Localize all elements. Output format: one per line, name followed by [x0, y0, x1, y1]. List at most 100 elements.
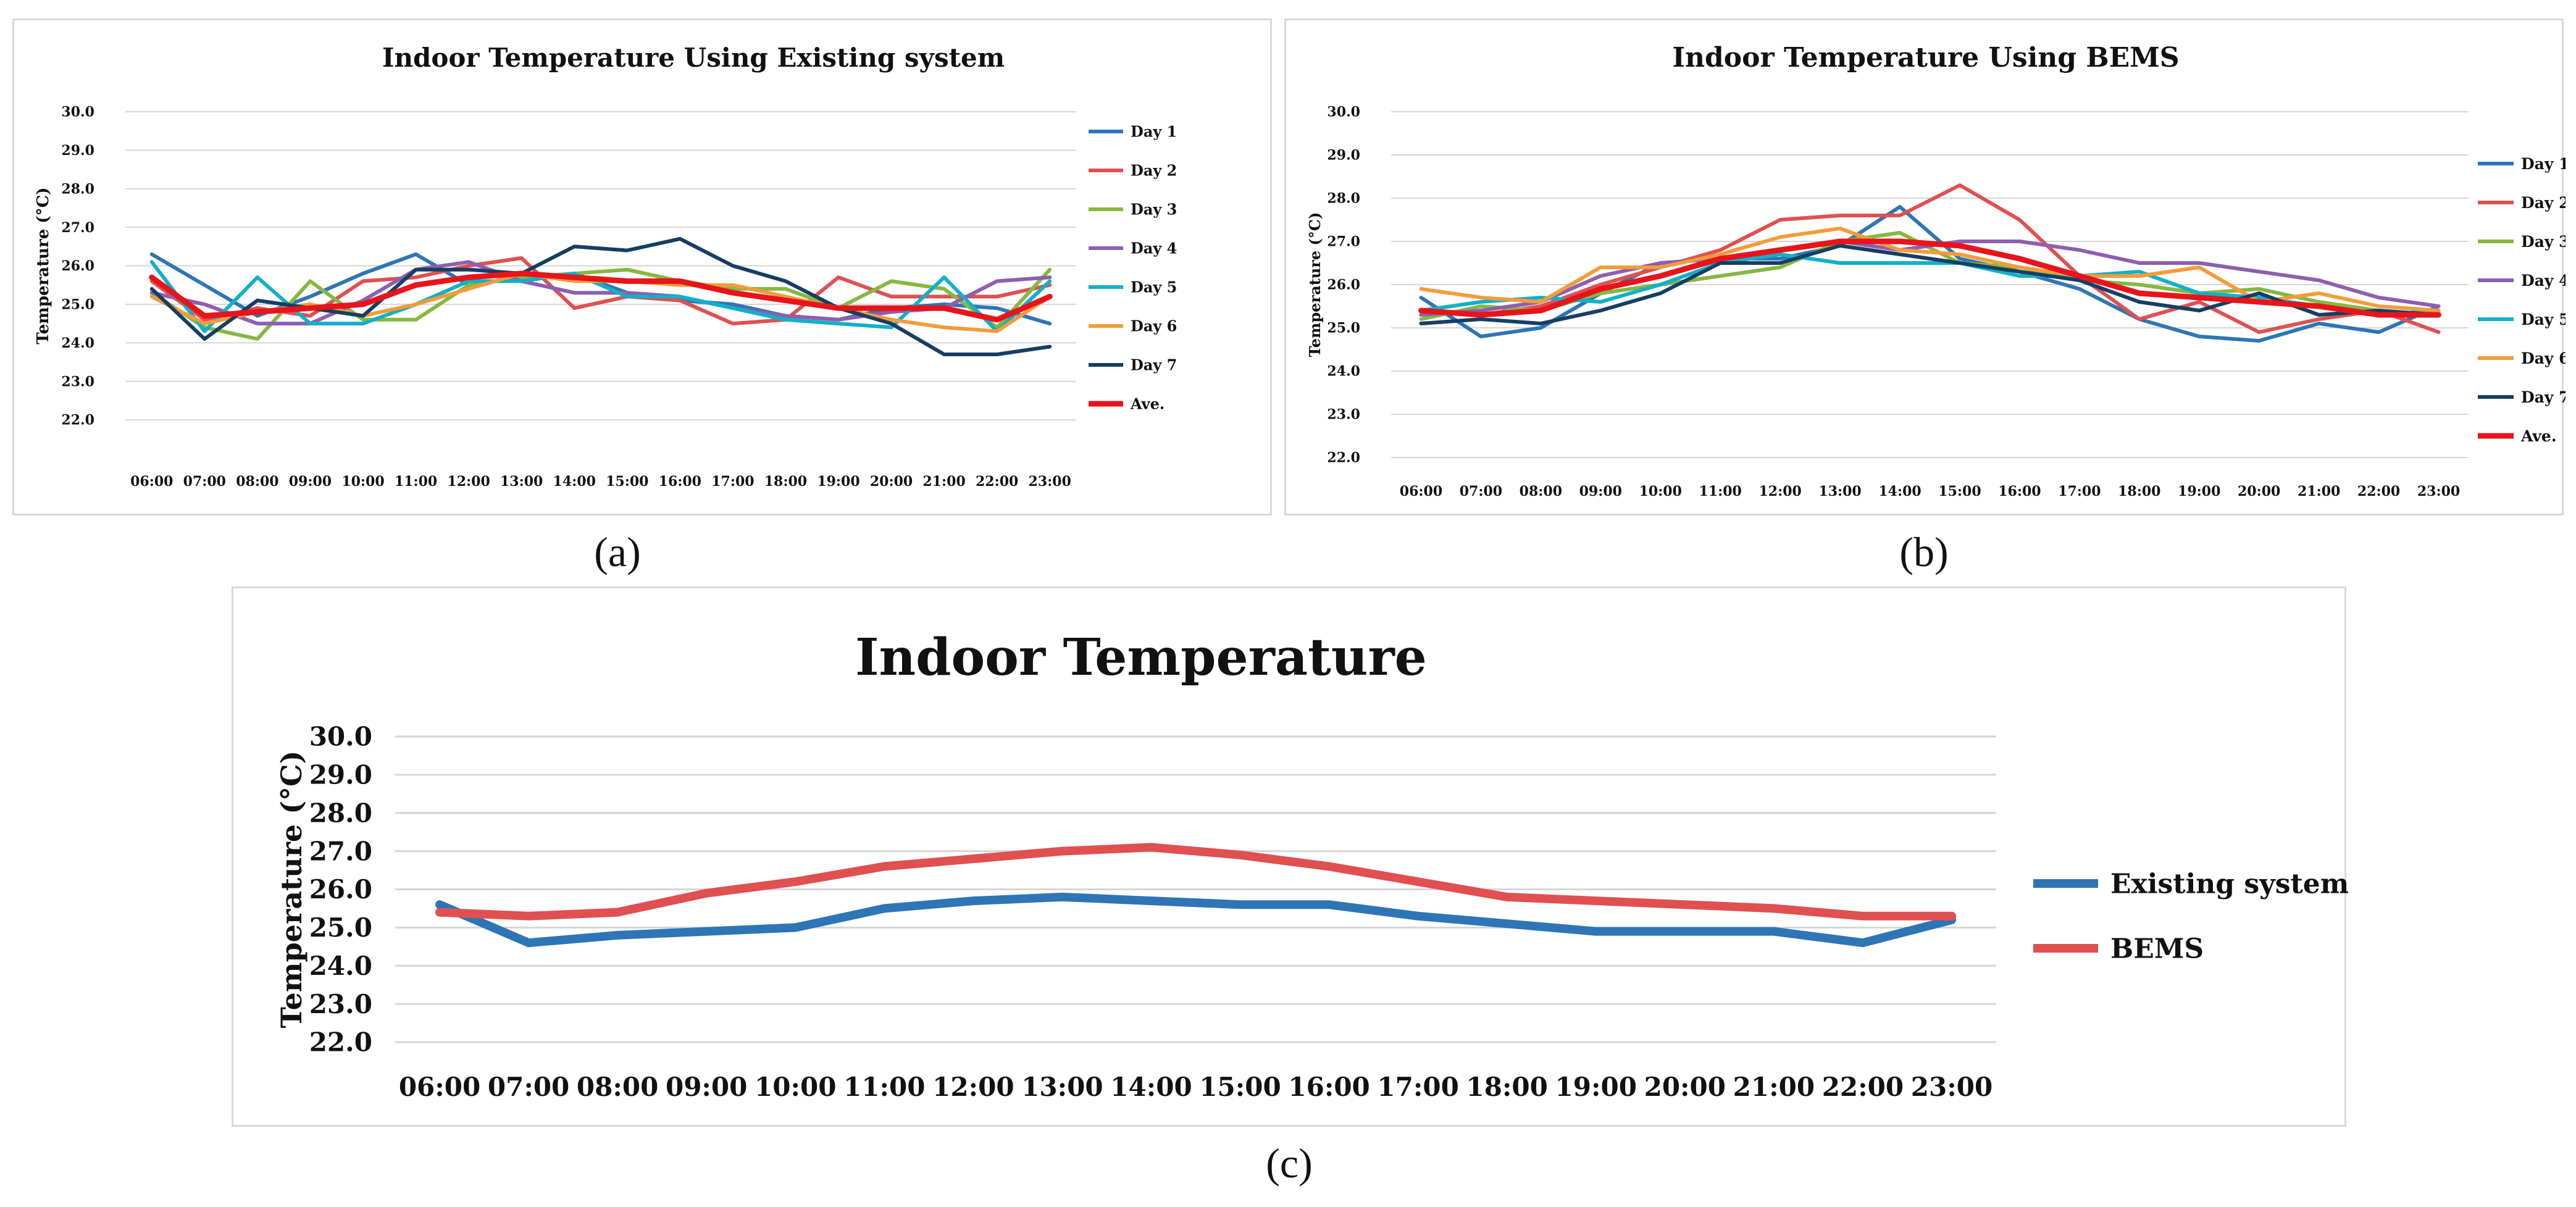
- x-tick-label: 10:00: [1639, 483, 1682, 499]
- series-line-ave: [149, 270, 1053, 323]
- x-tick-label: 15:00: [1938, 483, 1981, 499]
- x-tick-label: 19:00: [1555, 1072, 1637, 1102]
- legend-label: Day 4: [1131, 239, 1177, 257]
- y-tick-label: 30.0: [1327, 104, 1360, 120]
- chart-c: Indoor Temperature 22.0 23.0 24.0 25.0 26.0 27…: [275, 628, 2348, 1102]
- series-line-ave: [1418, 238, 2441, 318]
- x-tick-label: 09:00: [1579, 483, 1622, 499]
- x-tick-label: 23:00: [2417, 483, 2460, 499]
- y-tick-label: 22.0: [1327, 450, 1360, 466]
- chart-panel-a: Indoor Temperature Using Existing system…: [12, 19, 1272, 516]
- legend-label: Day 2: [2521, 194, 2566, 212]
- x-tick-label: 16:00: [1998, 483, 2041, 499]
- x-tick-label: 21:00: [2298, 483, 2340, 499]
- y-axis-title: Temperature (°C): [1306, 212, 1324, 357]
- x-tick-label: 09:00: [289, 474, 332, 490]
- caption-b: (b): [1899, 528, 1949, 575]
- y-tick-label: 22.0: [309, 1027, 372, 1058]
- y-tick-label: 22.0: [61, 412, 94, 428]
- legend-label: Day 3: [1131, 200, 1177, 218]
- y-tick-label: 27.0: [61, 220, 94, 236]
- y-tick-label: 23.0: [309, 989, 372, 1019]
- x-tick-label: 16:00: [1288, 1072, 1370, 1102]
- x-tick-label: 11:00: [395, 474, 437, 490]
- x-tick-label: 20:00: [2238, 483, 2280, 499]
- chart-a: Indoor Temperature Using Existing system…: [34, 43, 1177, 490]
- chart-title: Indoor Temperature Using BEMS: [1672, 42, 2179, 73]
- x-tick-label: 22:00: [2357, 483, 2400, 499]
- chart-b: Indoor Temperature Using BEMS 22.0 23.0 24.…: [1306, 42, 2566, 499]
- y-tick-label: 24.0: [1327, 364, 1360, 380]
- x-tick-label: 18:00: [764, 474, 807, 490]
- series-line-day-3: [1419, 231, 2441, 321]
- y-tick-label: 27.0: [1327, 234, 1360, 250]
- y-tick-label: 26.0: [1327, 277, 1360, 293]
- x-tick-label: 22:00: [1822, 1072, 1904, 1102]
- y-axis-title: Temperature (°C): [34, 187, 52, 344]
- x-tick-label: 14:00: [1878, 483, 1921, 499]
- y-tick-label: 25.0: [1327, 320, 1360, 336]
- x-tick-label: 23:00: [1911, 1072, 1993, 1102]
- legend-label: Day 7: [2521, 388, 2566, 406]
- x-tick-label: 10:00: [755, 1072, 836, 1102]
- y-tick-label: 28.0: [1327, 191, 1360, 207]
- x-tick-label: 20:00: [1644, 1072, 1726, 1102]
- legend-label: BEMS: [2110, 933, 2204, 964]
- x-tick-label: 08:00: [236, 474, 278, 490]
- x-tick-label: 12:00: [932, 1072, 1014, 1102]
- x-tick-label: 08:00: [1520, 483, 1562, 499]
- x-tick-label: 18:00: [1466, 1072, 1547, 1102]
- x-tick-label: 21:00: [922, 474, 965, 490]
- x-tick-label: 19:00: [2178, 483, 2220, 499]
- x-tick-label: 14:00: [553, 474, 596, 490]
- x-tick-label: 17:00: [2058, 483, 2101, 499]
- y-tick-label: 28.0: [309, 798, 372, 828]
- legend-label: Day 3: [2521, 233, 2566, 251]
- x-tick-label: 19:00: [817, 474, 859, 490]
- legend-label: Existing system: [2110, 868, 2348, 900]
- x-tick-label: 10:00: [341, 474, 384, 490]
- x-tick-label: 22:00: [976, 474, 1018, 490]
- y-tick-label: 30.0: [309, 722, 372, 752]
- x-tick-label: 06:00: [130, 474, 173, 490]
- legend-label: Day 1: [2521, 155, 2566, 173]
- series-line-day-4: [149, 260, 1052, 326]
- legend-label: Day 6: [2521, 349, 2566, 367]
- series-line-day-3: [149, 267, 1052, 341]
- series-line-day-2: [1419, 183, 2441, 334]
- x-tick-label: 17:00: [1377, 1072, 1458, 1102]
- x-tick-label: 07:00: [183, 474, 226, 490]
- y-tick-label: 29.0: [61, 143, 94, 159]
- x-tick-label: 07:00: [1460, 483, 1502, 499]
- x-tick-label: 12:00: [447, 474, 490, 490]
- x-tick-label: 11:00: [843, 1072, 925, 1102]
- series-line-day-2: [149, 256, 1052, 326]
- chart-title: Indoor Temperature: [855, 628, 1427, 687]
- y-tick-label: 25.0: [309, 913, 372, 943]
- y-tick-label: 29.0: [1327, 148, 1360, 164]
- y-tick-label: 24.0: [61, 335, 94, 351]
- legend-label: Day 4: [2521, 272, 2566, 290]
- y-tick-label: 25.0: [61, 297, 94, 313]
- series-line-existing-system: [435, 892, 1956, 948]
- y-axis-title: Temperature (°C): [275, 751, 308, 1029]
- x-tick-label: 09:00: [666, 1072, 747, 1102]
- caption-a: (a): [594, 528, 641, 575]
- legend-label: Day 5: [2521, 311, 2566, 328]
- x-tick-label: 15:00: [1199, 1072, 1281, 1102]
- y-tick-label: 29.0: [309, 760, 372, 790]
- legend-label: Day 2: [1131, 161, 1177, 179]
- legend-label: Day 7: [1131, 356, 1177, 374]
- x-tick-label: 13:00: [1818, 483, 1861, 499]
- x-tick-label: 17:00: [711, 474, 754, 490]
- chart-title: Indoor Temperature Using Existing system: [382, 43, 1005, 73]
- x-tick-label: 06:00: [399, 1072, 480, 1102]
- x-tick-label: 07:00: [488, 1072, 569, 1102]
- x-tick-label: 13:00: [500, 474, 543, 490]
- x-tick-label: 11:00: [1699, 483, 1742, 499]
- chart-panel-c: Indoor Temperature 22.0 23.0 24.0 25.0 26.0 27…: [232, 587, 2348, 1127]
- x-tick-label: 16:00: [659, 474, 701, 490]
- y-tick-label: 23.0: [1327, 407, 1360, 423]
- y-tick-label: 26.0: [309, 874, 372, 904]
- series-line-day-1: [1419, 205, 2441, 343]
